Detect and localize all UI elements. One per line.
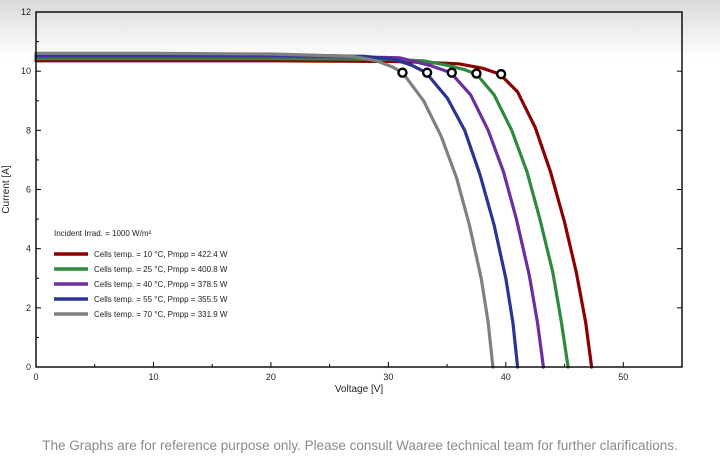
y-tick-label: 10 xyxy=(21,66,31,76)
y-tick-label: 6 xyxy=(26,185,31,195)
legend-entry-2: Cells temp. = 40 °C, Pmpp = 378.5 W xyxy=(94,280,228,289)
legend-entry-3: Cells temp. = 55 °C, Pmpp = 355.5 W xyxy=(94,295,228,304)
y-axis-title: Current [A] xyxy=(1,165,12,214)
x-tick-label: 40 xyxy=(501,372,511,382)
header-shade xyxy=(0,0,720,60)
mpp-marker-4 xyxy=(495,68,507,80)
legend-entry-0: Cells temp. = 10 °C, Pmpp = 422.4 W xyxy=(94,250,228,259)
legend-entry-4: Cells temp. = 70 °C, Pmpp = 331.9 W xyxy=(94,310,228,319)
footnote: The Graphs are for reference purpose onl… xyxy=(42,438,678,453)
mpp-marker-0 xyxy=(397,67,408,78)
y-tick-label: 4 xyxy=(26,244,31,254)
y-tick-label: 8 xyxy=(26,125,31,135)
mpp-marker-3 xyxy=(471,68,482,79)
y-tick-label: 12 xyxy=(21,7,31,17)
legend-entry-1: Cells temp. = 25 °C, Pmpp = 400.8 W xyxy=(94,265,228,274)
y-tick-label: 2 xyxy=(26,303,31,313)
x-tick-label: 20 xyxy=(266,372,276,382)
x-tick-label: 10 xyxy=(148,372,158,382)
series-line-4 xyxy=(34,51,495,369)
iv-curve-chart: 0 10 20 30 40 50 0 2 4 6 8 10 12 Incident Irrad. = 1… xyxy=(1,7,683,395)
x-tick-label: 30 xyxy=(383,372,393,382)
series-line-0 xyxy=(34,59,594,369)
y-tick-label: 0 xyxy=(26,362,31,372)
legend-title: Incident Irrad. = 1000 W/m² xyxy=(54,229,151,238)
mpp-marker-1 xyxy=(421,67,433,78)
x-axis-title: Voltage [V] xyxy=(335,384,384,395)
x-tick-label: 50 xyxy=(618,372,628,382)
series-line-3 xyxy=(34,53,520,369)
mpp-marker-2 xyxy=(446,67,457,78)
plot-area xyxy=(34,51,594,369)
x-tick-label: 0 xyxy=(33,372,38,382)
axes: 0 10 20 30 40 50 0 2 4 6 8 10 12 xyxy=(21,7,683,382)
legend: Incident Irrad. = 1000 W/m² Cells temp. =… xyxy=(54,229,228,319)
